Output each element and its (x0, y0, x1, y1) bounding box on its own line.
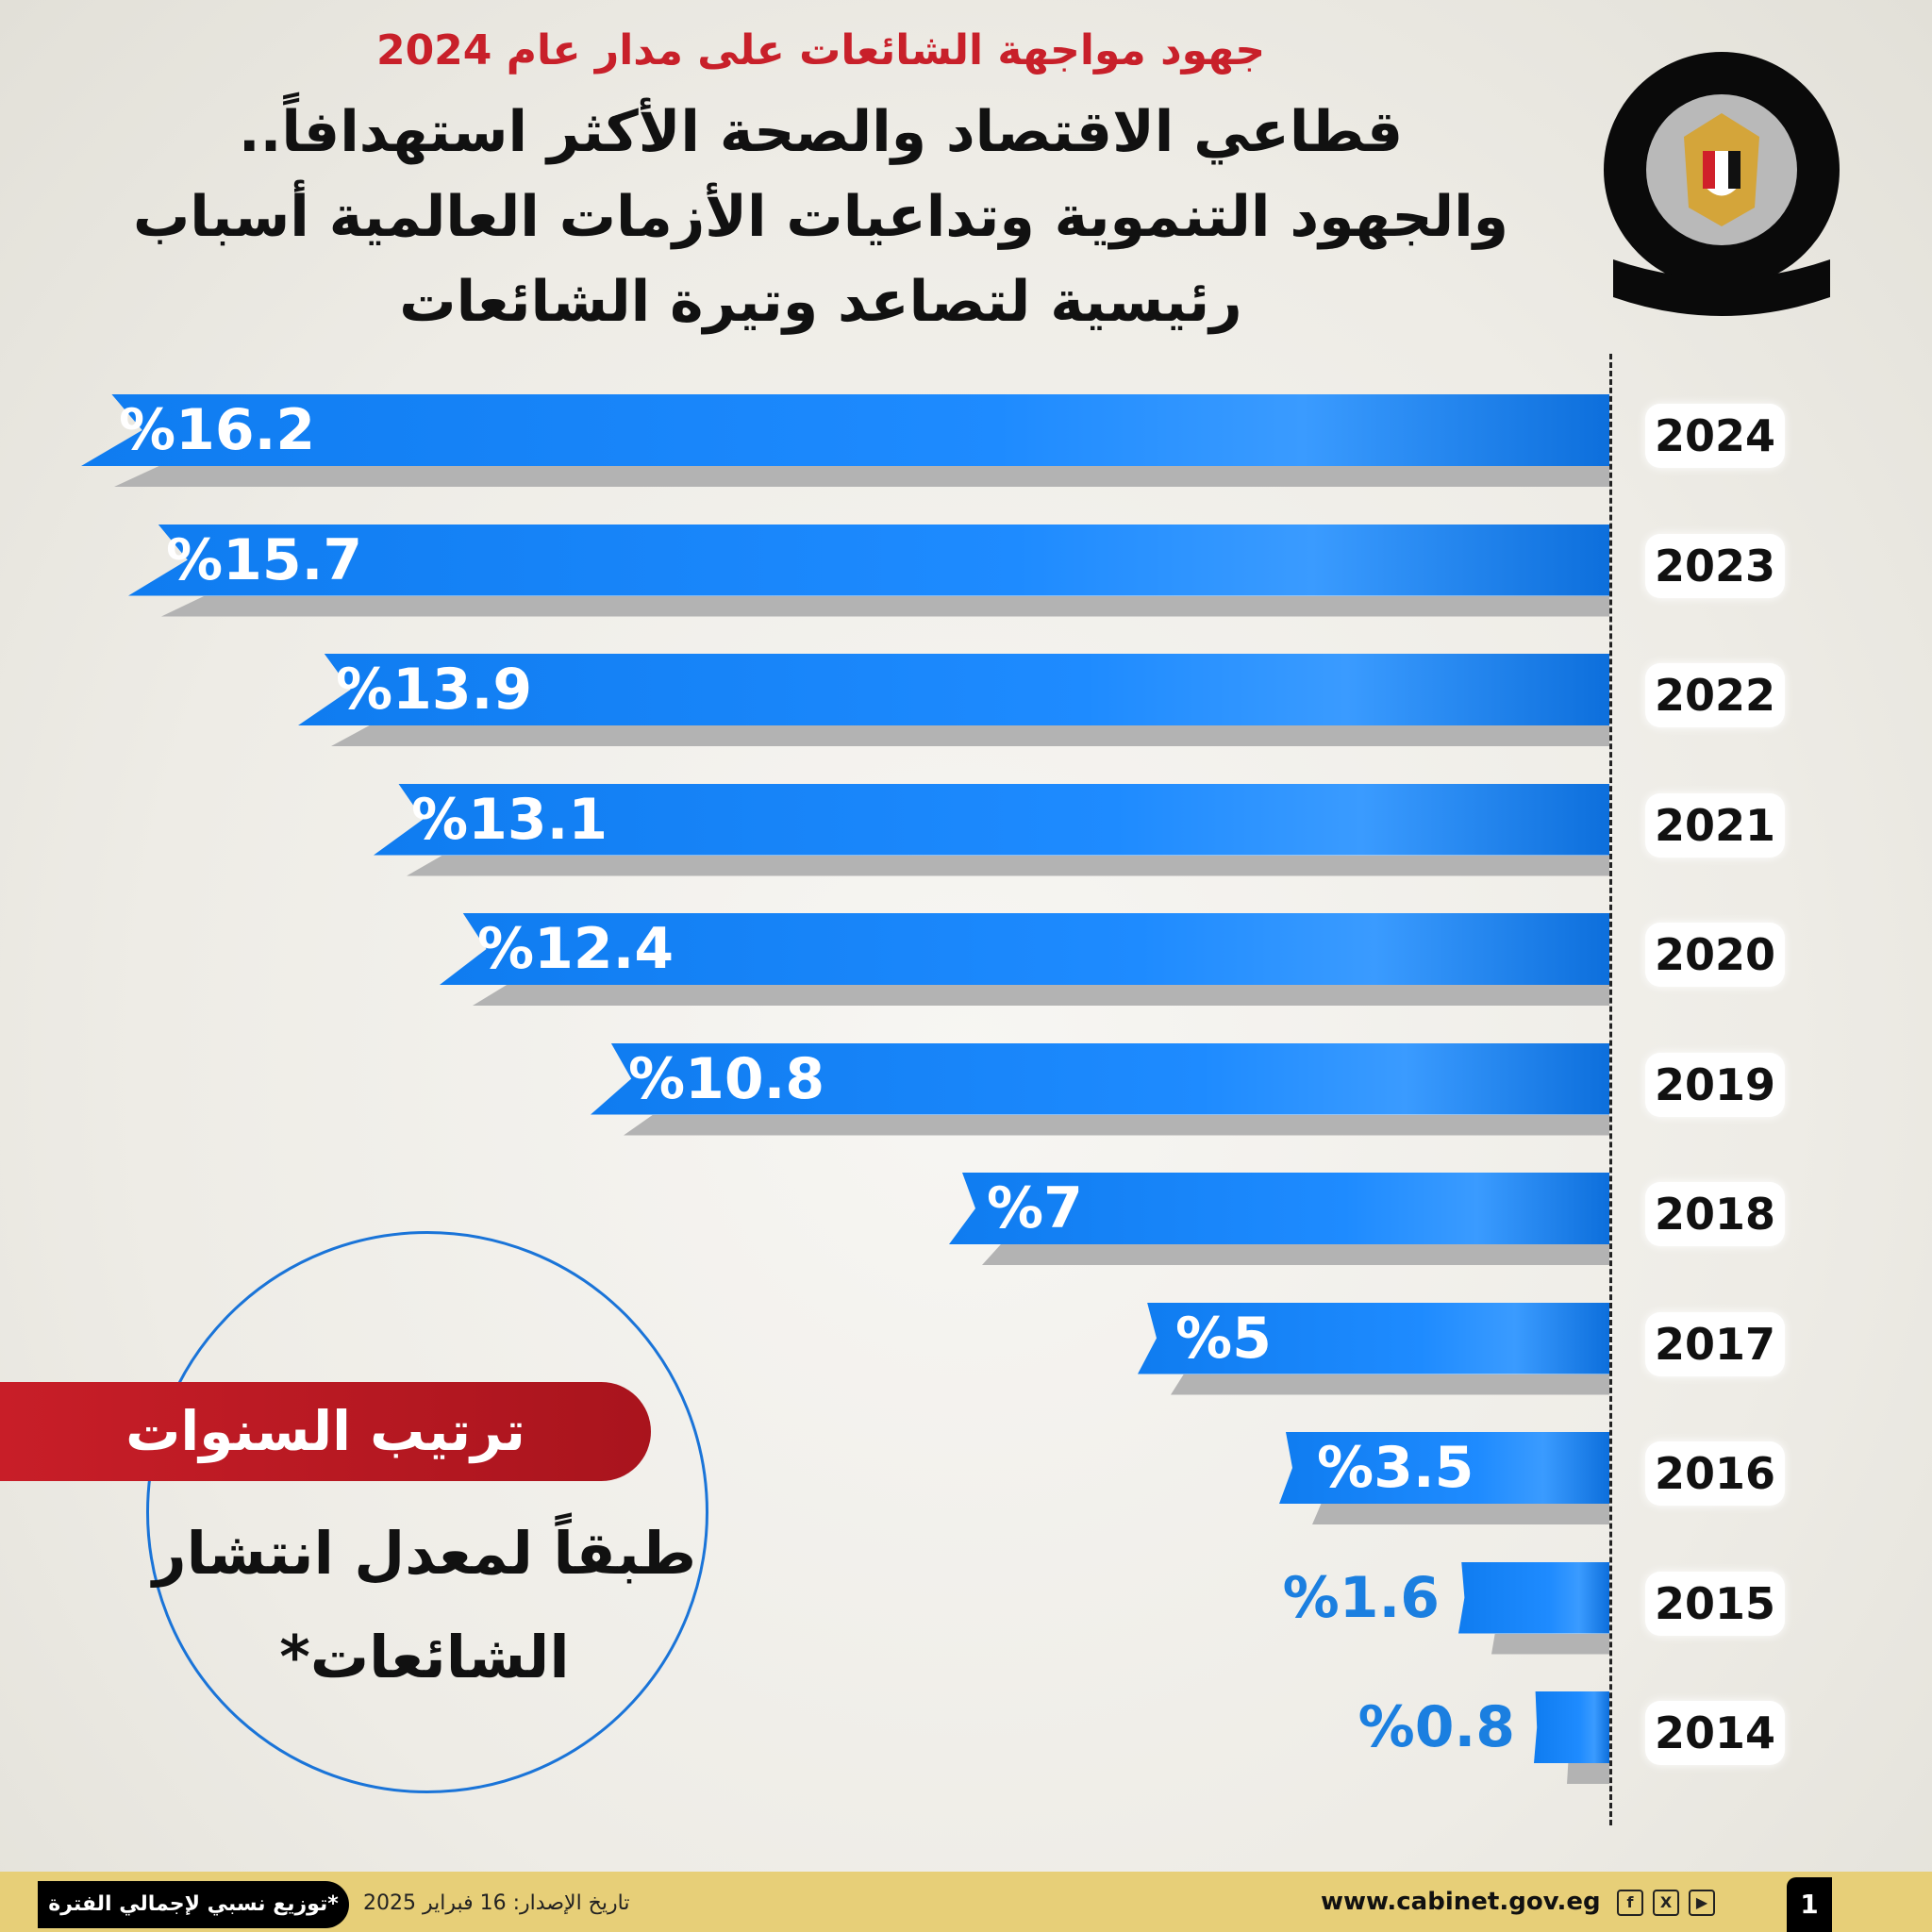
bar-2019 (591, 1042, 1609, 1115)
year-label-2017: 2017 (1645, 1311, 1785, 1376)
footnote: *توزيع نسبي لإجمالي الفترة (38, 1881, 349, 1928)
bar-2024 (81, 394, 1609, 466)
bar-2021 (374, 783, 1609, 856)
bar-2018 (949, 1173, 1609, 1244)
bar-label-2018: %7 (987, 1175, 1083, 1241)
bar-shadow (114, 466, 1609, 487)
bar-label-2014: %0.8 (1357, 1694, 1515, 1760)
bar-label-2017: %5 (1175, 1305, 1272, 1372)
year-label-2016: 2016 (1645, 1441, 1785, 1506)
year-label-2021: 2021 (1645, 792, 1785, 858)
bar-2014 (1534, 1691, 1609, 1763)
axis-line (1609, 354, 1612, 1825)
cabinet-media-center-logo (1604, 52, 1840, 316)
callout-circle (146, 1231, 708, 1793)
bar-label-2021: %13.1 (411, 786, 608, 853)
youtube-icon[interactable]: ▶ (1689, 1890, 1715, 1916)
year-label-2019: 2019 (1645, 1052, 1785, 1117)
title-line-3: رئيسية لتصاعد وتيرة الشائعات (399, 269, 1242, 335)
bar-shadow (161, 595, 1609, 617)
bar-2017 (1138, 1302, 1609, 1374)
bar-shadow (982, 1244, 1609, 1265)
bar-label-2019: %10.8 (628, 1045, 825, 1112)
page-number: 1 (1787, 1877, 1832, 1932)
bar-shadow (1491, 1633, 1609, 1655)
bar-2023 (128, 524, 1609, 596)
callout-line-2: الشائعات* (279, 1623, 570, 1691)
bar-shadow (1567, 1763, 1609, 1784)
bar-2015 (1458, 1561, 1609, 1634)
subtitle: جهود مواجهة الشائعات على مدار عام 2024 (375, 26, 1266, 75)
bar-shadow (624, 1114, 1609, 1136)
bar-2016 (1279, 1432, 1609, 1504)
title-line-1: قطاعي الاقتصاد والصحة الأكثر استهدافاً.. (238, 99, 1404, 165)
bar-label-2024: %16.2 (119, 397, 316, 463)
website-link[interactable]: www.cabinet.gov.eg (1321, 1888, 1601, 1916)
bar-shadow (331, 725, 1609, 746)
year-label-2015: 2015 (1645, 1571, 1785, 1636)
issue-date: تاريخ الإصدار: 16 فبراير 2025 (363, 1891, 630, 1915)
facebook-icon[interactable]: f (1617, 1890, 1643, 1916)
bar-label-2020: %12.4 (477, 916, 675, 982)
bar-shadow (1312, 1504, 1609, 1524)
bar-label-2016: %3.5 (1317, 1435, 1474, 1501)
year-label-2024: 2024 (1645, 404, 1785, 468)
title-line-2: والجهود التنموية وتداعيات الأزمات العالم… (132, 184, 1509, 250)
year-label-2022: 2022 (1645, 663, 1785, 727)
bar-label-2023: %15.7 (166, 526, 363, 593)
year-label-2020: 2020 (1645, 923, 1785, 987)
year-label-2014: 2014 (1645, 1701, 1785, 1765)
callout-line-1: طبقاً لمعدل انتشار (152, 1519, 697, 1588)
bar-label-2015: %1.6 (1282, 1564, 1440, 1631)
bar-shadow (407, 855, 1609, 876)
bar-label-2022: %13.9 (336, 657, 533, 723)
bar-shadow (1171, 1374, 1609, 1395)
bar-2022 (298, 654, 1609, 725)
callout-banner: ترتيب السنوات (0, 1382, 651, 1481)
bar-2020 (440, 913, 1609, 985)
x-icon[interactable]: X (1653, 1890, 1679, 1916)
year-label-2018: 2018 (1645, 1182, 1785, 1246)
bar-shadow (473, 985, 1609, 1006)
year-label-2023: 2023 (1645, 533, 1785, 598)
